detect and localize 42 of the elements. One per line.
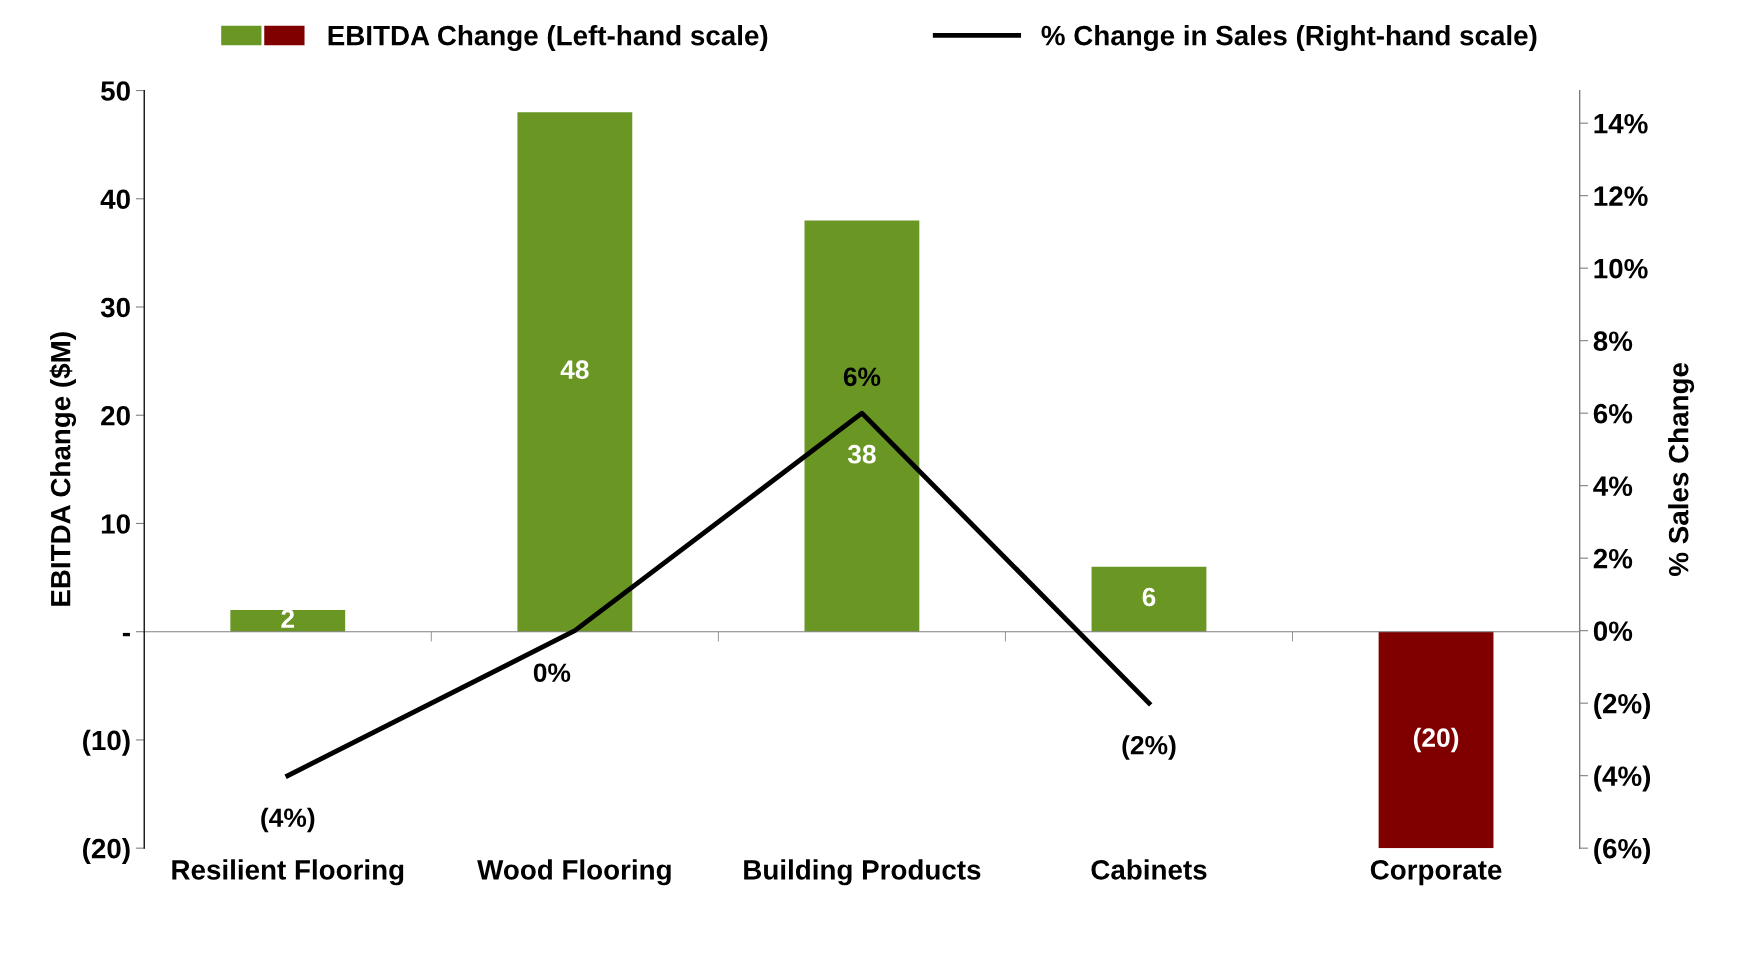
- y2-tick-label: (4%): [1594, 765, 1651, 792]
- x-tick-label: Cabinets: [1091, 859, 1207, 880]
- y2-tick-label: 6%: [1593, 403, 1633, 424]
- data-label: 0%: [533, 663, 571, 683]
- bar: [1378, 631, 1494, 849]
- y2-tick-label: 14%: [1594, 113, 1648, 134]
- y-axis-title: EBITDA Change ($M): [49, 332, 77, 606]
- y-tick-label: -: [122, 632, 130, 637]
- data-label: 2: [281, 609, 295, 628]
- data-label: (2%): [1122, 735, 1176, 760]
- y2-tick-label: (6%): [1594, 838, 1651, 864]
- data-label: 48: [560, 360, 589, 380]
- y2-tick-label: 12%: [1594, 186, 1648, 206]
- y-tick-label: 40: [100, 189, 130, 210]
- data-label: (20): [1413, 727, 1459, 753]
- y2-tick-label: (2%): [1594, 693, 1651, 719]
- y-tick-label: (10): [83, 729, 130, 756]
- y-tick-label: 30: [100, 297, 130, 318]
- y2-tick-label: 4%: [1593, 476, 1633, 496]
- y-tick-label: (20): [83, 838, 130, 864]
- data-label: 6%: [843, 367, 881, 387]
- y-tick-label: 20: [101, 405, 130, 426]
- y2-tick-label: 2%: [1593, 548, 1633, 569]
- bar: [517, 112, 633, 632]
- legend-label: EBITDA Change (Left-hand scale): [328, 25, 768, 52]
- y2-tick-label: 8%: [1593, 331, 1633, 351]
- data-label: (4%): [261, 807, 315, 833]
- data-label: 38: [847, 444, 876, 464]
- x-tick-label: Building Products: [744, 859, 981, 886]
- x-tick-label: Wood Flooring: [477, 859, 671, 886]
- legend-label: % Change in Sales (Right-hand scale): [1041, 25, 1537, 52]
- bar: [804, 220, 920, 632]
- bar: [230, 610, 346, 632]
- y2-tick-label: 0%: [1593, 621, 1633, 642]
- y2-tick-label: 10%: [1594, 258, 1648, 279]
- bar: [1091, 566, 1207, 632]
- y2-axis-title: % Sales Change: [1668, 363, 1695, 576]
- y-tick-label: 50: [101, 81, 130, 101]
- x-tick-label: Resilient Flooring: [172, 859, 404, 886]
- y-tick-label: 10: [101, 514, 130, 534]
- x-tick-label: Corporate: [1370, 860, 1502, 886]
- data-label: 6: [1142, 587, 1156, 607]
